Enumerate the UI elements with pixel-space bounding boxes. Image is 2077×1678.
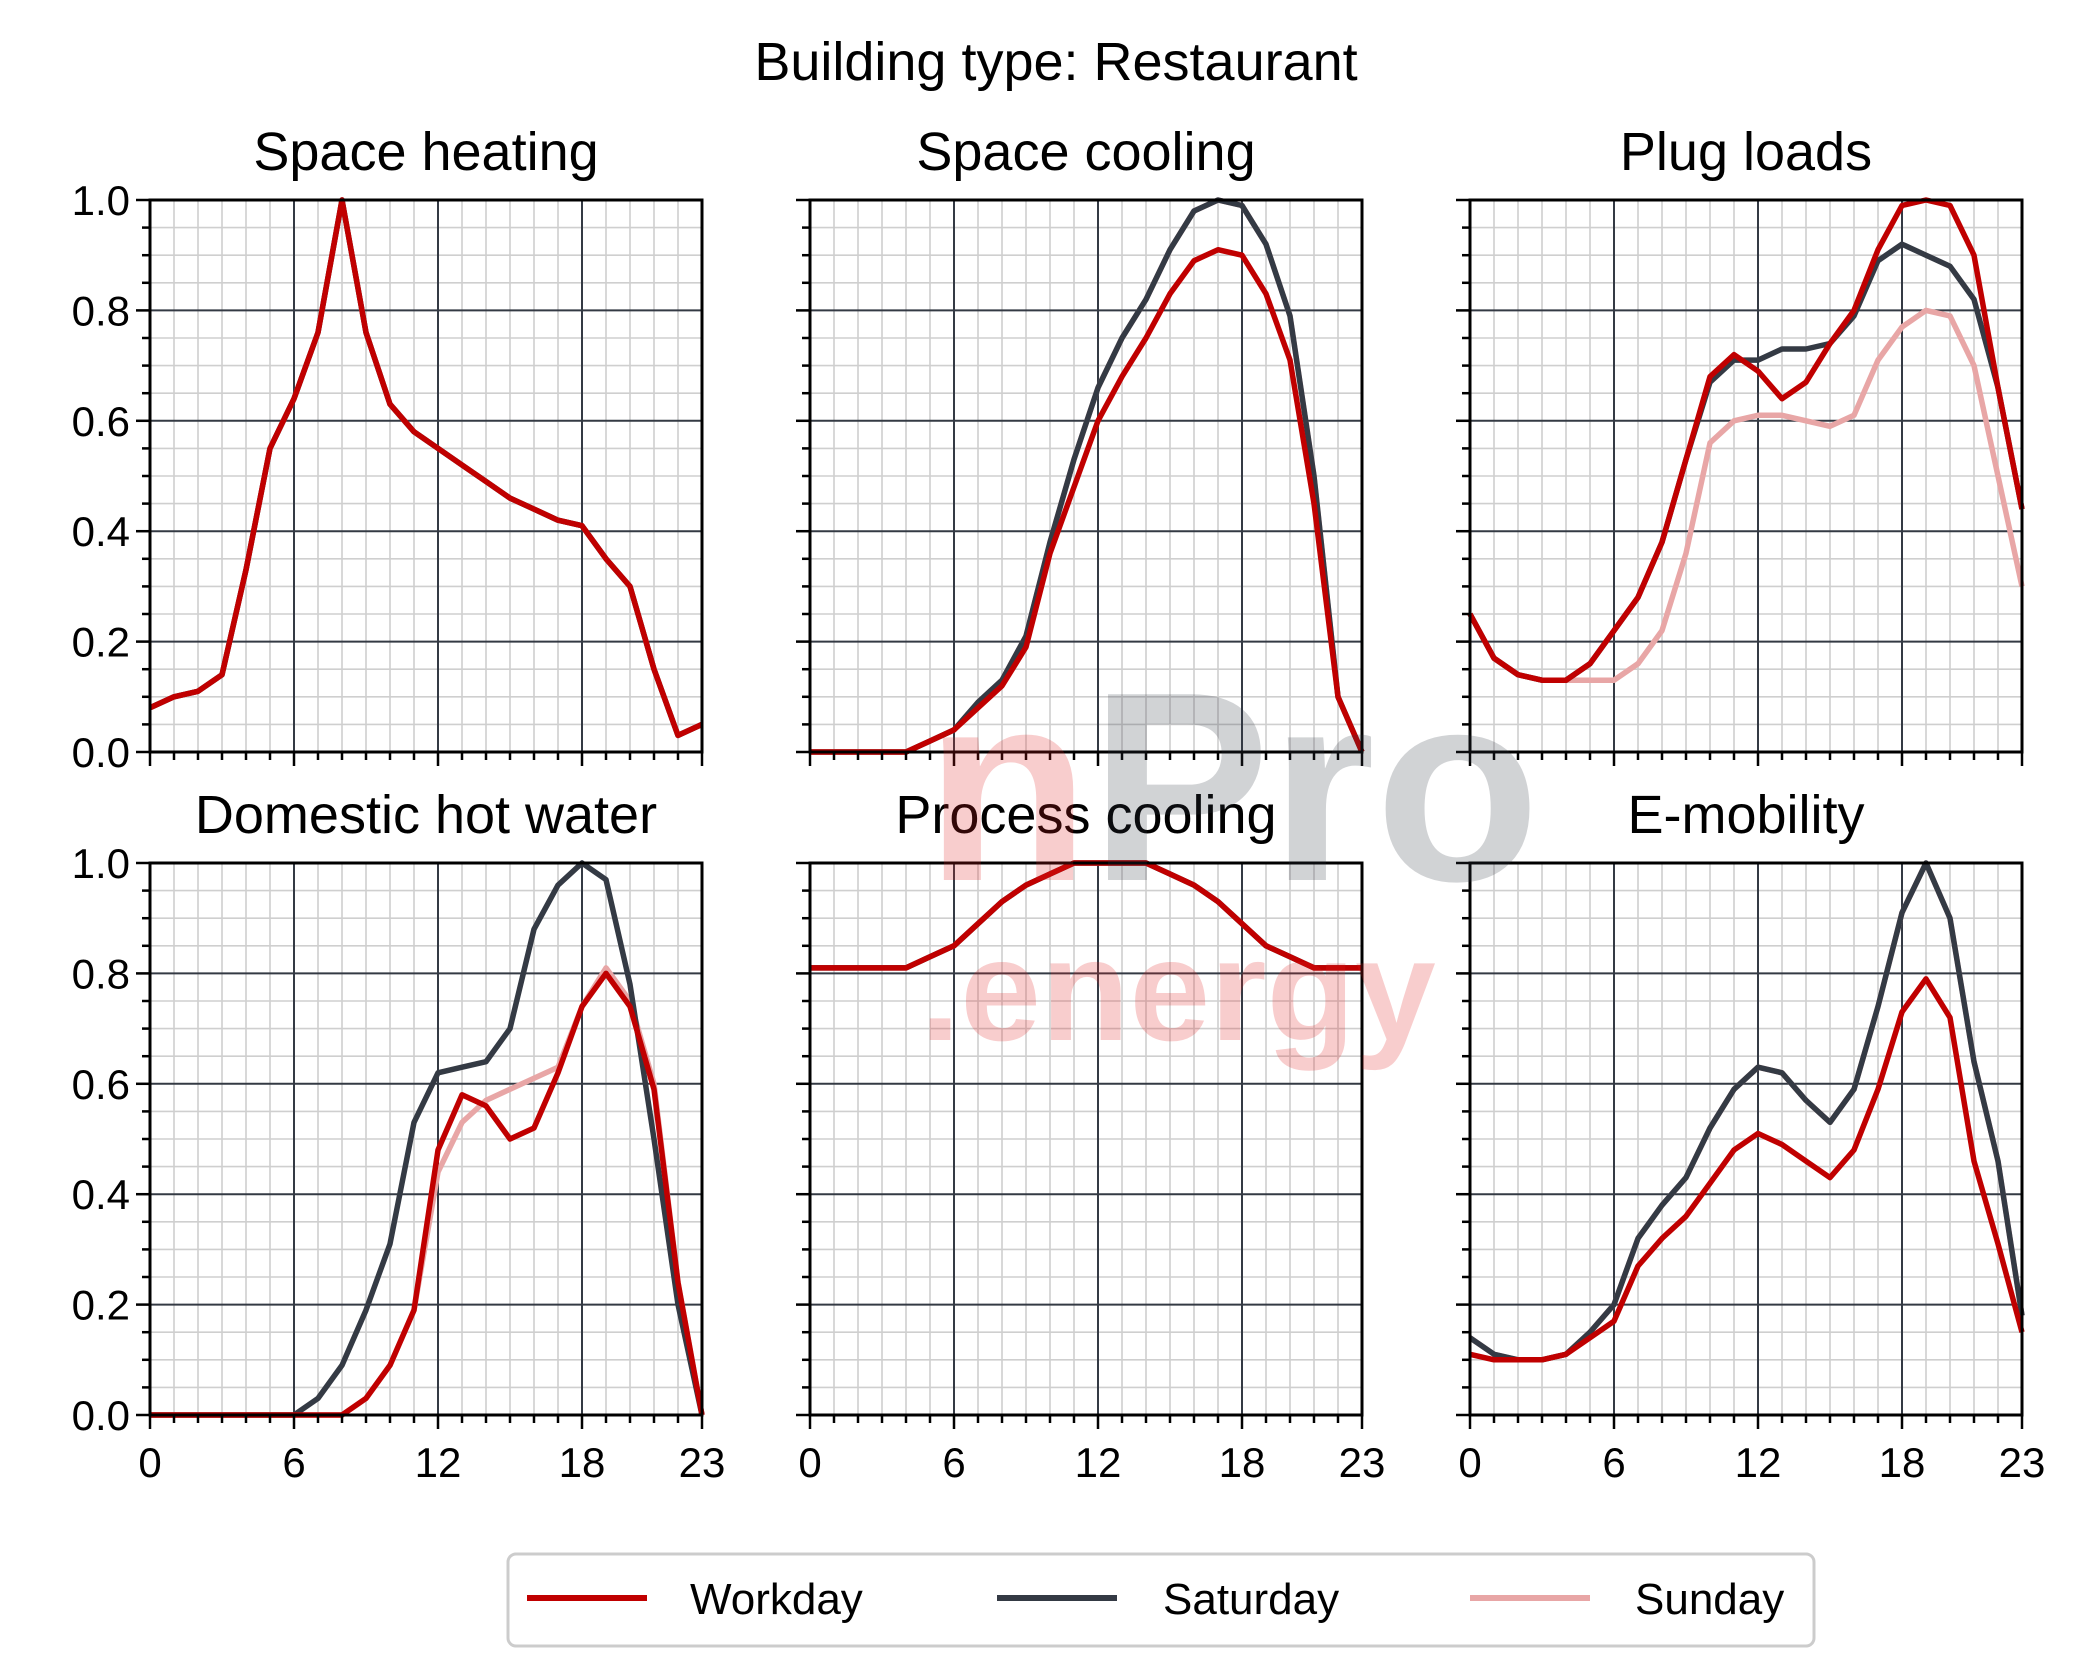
y-tick-label: 1.0 xyxy=(72,840,130,887)
watermark-energy: .energy xyxy=(920,909,1436,1071)
y-tick-label: 0.2 xyxy=(72,619,130,666)
ticks-plug-loads xyxy=(1456,198,2024,766)
panel-space-heating: Space heating 0.0 0.2 0.4 0.6 0.8 1.0 xyxy=(72,122,704,776)
y-tick-label: 0.6 xyxy=(72,1061,130,1108)
panel-title-e-mobility: E-mobility xyxy=(1627,785,1864,845)
x-tick-label: 18 xyxy=(559,1439,606,1486)
figure-title: Building type: Restaurant xyxy=(754,32,1357,92)
legend: Workday Saturday Sunday xyxy=(506,1552,1816,1648)
series-workday-space-cooling xyxy=(810,246,1365,755)
series-workday-plug-loads xyxy=(1467,197,2025,683)
panel-title-space-heating: Space heating xyxy=(253,122,598,182)
panel-domestic-hot-water: Domestic hot water 0.0 0.2 0.4 0.6 0.8 1.0 0 6 12… xyxy=(72,785,726,1486)
panel-space-cooling: Space cooling xyxy=(796,122,1365,766)
panel-e-mobility: E-mobility 0 6 12 18 23 xyxy=(1456,785,2045,1486)
legend-label-saturday: Saturday xyxy=(1163,1575,1339,1624)
legend-label-sunday: Sunday xyxy=(1635,1575,1784,1624)
legend-label-workday: Workday xyxy=(690,1575,863,1624)
major-grid-process-cooling xyxy=(810,863,1362,1415)
legend-frame xyxy=(506,1552,1816,1648)
panel-title-process-cooling: Process cooling xyxy=(895,785,1276,845)
ticks-process-cooling xyxy=(796,861,1364,1429)
x-tick-label: 12 xyxy=(1075,1439,1122,1486)
x-tick-label: 6 xyxy=(282,1439,305,1486)
minor-grid-process-cooling xyxy=(810,863,1362,1415)
panels: Space heating 0.0 0.2 0.4 0.6 0.8 1.0 Space coo… xyxy=(72,122,2046,1486)
y-tick-label: 0.2 xyxy=(72,1282,130,1329)
major-grid-space-heating xyxy=(150,200,702,752)
x-tick-label: 18 xyxy=(1879,1439,1926,1486)
y-tick-label: 0.8 xyxy=(72,287,130,334)
x-tick-label: 23 xyxy=(679,1439,726,1486)
panel-title-space-cooling: Space cooling xyxy=(916,122,1255,182)
panel-plug-loads: Plug loads xyxy=(1456,122,2025,766)
y-tick-label: 1.0 xyxy=(72,177,130,224)
x-tick-label: 6 xyxy=(942,1439,965,1486)
minor-grid-plug-loads xyxy=(1470,200,2022,752)
panel-title-plug-loads: Plug loads xyxy=(1620,122,1872,182)
x-tick-label: 0 xyxy=(1458,1439,1481,1486)
series-workday-space-heating xyxy=(148,197,704,739)
series-saturday-space-heating xyxy=(148,197,704,739)
x-tick-label: 18 xyxy=(1219,1439,1266,1486)
series-sunday-space-heating xyxy=(148,197,704,739)
ticks-domestic-hot-water xyxy=(136,861,704,1429)
series-sunday-domestic-hot-water xyxy=(150,965,705,1418)
minor-grid-space-heating xyxy=(150,200,702,752)
minor-grid-domestic-hot-water xyxy=(150,863,702,1415)
minor-grid-e-mobility xyxy=(1470,863,2022,1415)
y-tick-label: 0.0 xyxy=(72,729,130,776)
ticks-space-cooling xyxy=(796,198,1364,766)
series-workday-e-mobility xyxy=(1469,976,2025,1363)
ticks-e-mobility xyxy=(1456,861,2024,1429)
x-tick-label: 12 xyxy=(1735,1439,1782,1486)
x-tick-label: 23 xyxy=(1339,1439,1386,1486)
y-tick-label: 0.8 xyxy=(72,950,130,997)
y-tick-label: 0.6 xyxy=(72,398,130,445)
minor-grid-space-cooling xyxy=(810,200,1362,752)
panel-process-cooling: Process cooling 0 6 12 18 23 xyxy=(796,785,1385,1486)
watermark: nPro .energy xyxy=(920,637,1540,1071)
y-tick-label: 0.4 xyxy=(72,508,130,555)
ticks-space-heating xyxy=(136,198,704,766)
x-tick-label: 23 xyxy=(1999,1439,2046,1486)
panel-title-domestic-hot-water: Domestic hot water xyxy=(195,785,657,845)
x-tick-label: 12 xyxy=(415,1439,462,1486)
x-tick-label: 6 xyxy=(1602,1439,1625,1486)
x-tick-label: 0 xyxy=(798,1439,821,1486)
series-workday-process-cooling xyxy=(810,860,1362,971)
y-tick-label: 0.0 xyxy=(72,1392,130,1439)
major-grid-plug-loads xyxy=(1470,200,2022,752)
x-tick-label: 0 xyxy=(138,1439,161,1486)
y-tick-label: 0.4 xyxy=(72,1171,130,1218)
